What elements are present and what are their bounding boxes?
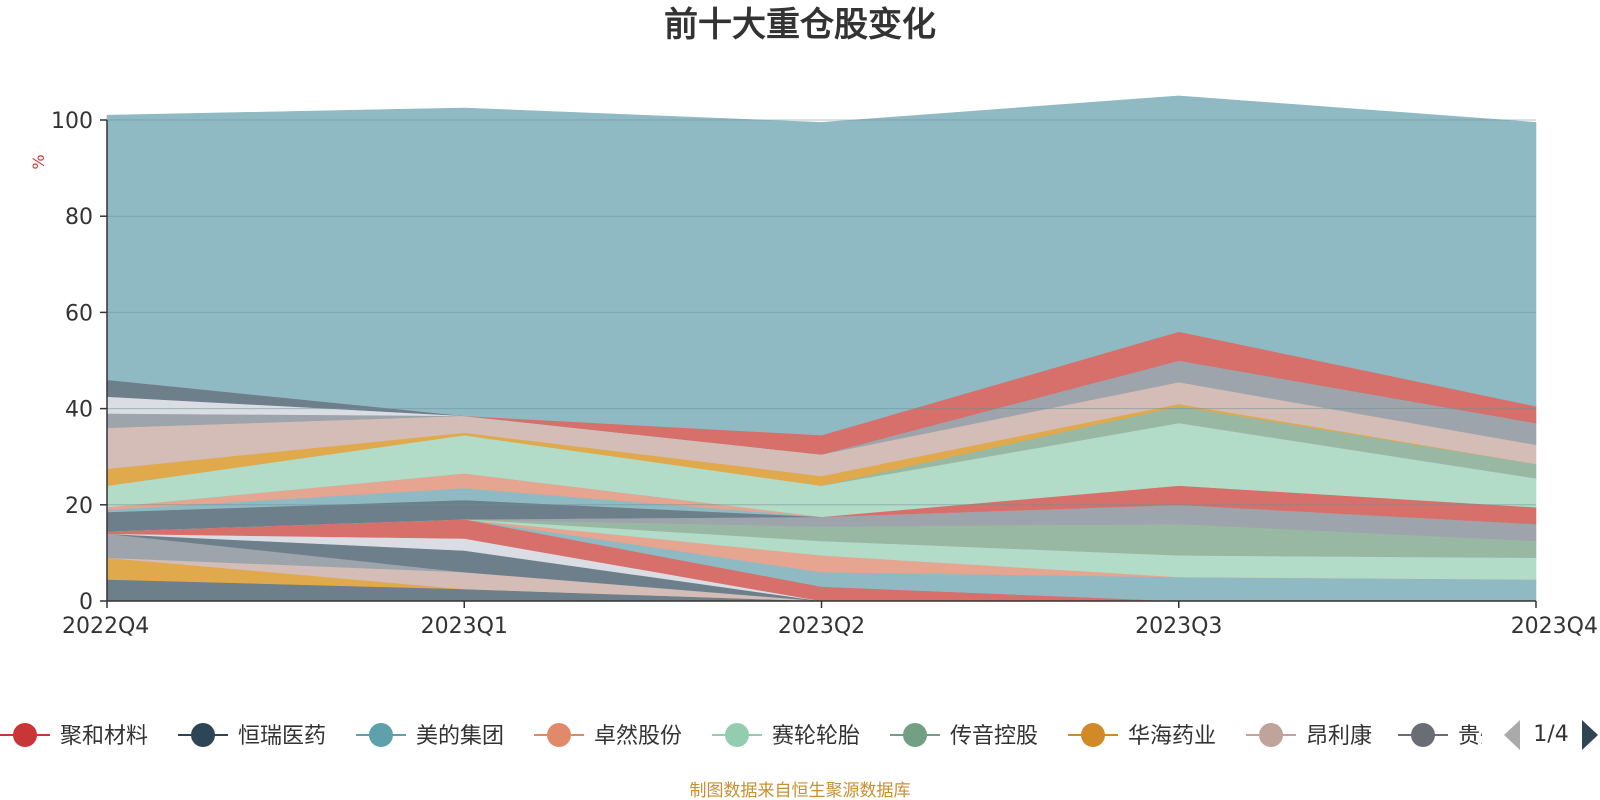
legend-label: 恒瑞医药	[238, 724, 326, 749]
y-tick-labels: 0 20 40 60 80 100	[51, 109, 107, 615]
y-tick-label: 60	[65, 301, 93, 326]
legend-item[interactable]: 华海药业	[1068, 723, 1216, 749]
legend-marker	[191, 723, 215, 747]
legend-marker	[1411, 723, 1435, 747]
legend-item[interactable]: 传音控股	[890, 723, 1038, 749]
y-axis-unit: %	[29, 154, 48, 169]
x-tick-label: 2023Q2	[778, 614, 865, 639]
y-tick-label: 20	[65, 494, 93, 519]
area-layer-25	[106, 95, 1537, 436]
legend-next-button[interactable]	[1582, 720, 1598, 750]
legend-marker	[1259, 723, 1283, 747]
legend-marker	[13, 723, 37, 747]
legend-label: 赛轮轮胎	[772, 724, 860, 749]
x-tick-label: 2022Q4	[62, 614, 149, 639]
legend-pager: 1/4	[1504, 720, 1598, 750]
legend-marker	[1081, 723, 1105, 747]
legend-label: 华海药业	[1128, 724, 1216, 749]
legend-item[interactable]: 卓然股份	[534, 723, 682, 749]
legend-label: 贵州	[1458, 724, 1502, 749]
legend-page-indicator: 1/4	[1533, 722, 1568, 747]
legend-item[interactable]: 聚和材料	[0, 723, 148, 749]
legend-marker	[725, 723, 749, 747]
legend-item[interactable]: 贵州	[1398, 723, 1502, 749]
y-tick-label: 40	[65, 398, 93, 423]
legend-label: 传音控股	[950, 724, 1038, 749]
chart-title: 前十大重仓股变化	[664, 5, 936, 45]
legend-label: 卓然股份	[594, 724, 682, 749]
y-tick-label: 0	[79, 590, 93, 615]
legend-marker	[903, 723, 927, 747]
legend-label: 聚和材料	[60, 724, 148, 749]
legend-label: 美的集团	[416, 724, 504, 749]
legend: 聚和材料 恒瑞医药 美的集团 卓然股份 赛轮轮胎 传音控股 华海药业 昂利康 贵州	[0, 723, 1502, 749]
legend-item[interactable]: 美的集团	[356, 723, 504, 749]
y-tick-label: 100	[51, 109, 93, 134]
area-layers	[106, 95, 1537, 602]
grid-lines	[107, 119, 1536, 506]
source-note: 制图数据来自恒生聚源数据库	[690, 781, 911, 800]
legend-item[interactable]: 昂利康	[1246, 723, 1372, 749]
legend-label: 昂利康	[1306, 724, 1372, 749]
x-tick-label: 2023Q3	[1135, 614, 1222, 639]
x-tick-label: 2023Q1	[421, 614, 508, 639]
legend-item[interactable]: 恒瑞医药	[178, 723, 326, 749]
x-tick-labels: 2022Q4 2023Q1 2023Q2 2023Q3 2023Q4	[62, 601, 1598, 639]
legend-item[interactable]: 赛轮轮胎	[712, 723, 860, 749]
legend-marker	[369, 723, 393, 747]
legend-marker	[547, 723, 571, 747]
y-tick-label: 80	[65, 205, 93, 230]
legend-prev-button[interactable]	[1504, 720, 1520, 750]
x-tick-label: 2023Q4	[1511, 614, 1598, 639]
